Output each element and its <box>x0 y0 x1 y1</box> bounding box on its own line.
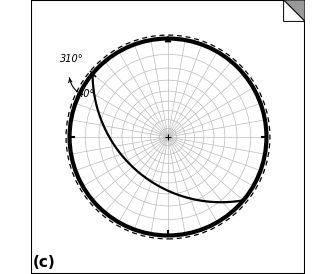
Polygon shape <box>165 36 171 42</box>
Text: 40°: 40° <box>77 89 95 99</box>
Polygon shape <box>284 0 305 21</box>
Text: 310°: 310° <box>60 54 84 64</box>
Text: (c): (c) <box>33 255 56 270</box>
Polygon shape <box>284 0 305 21</box>
